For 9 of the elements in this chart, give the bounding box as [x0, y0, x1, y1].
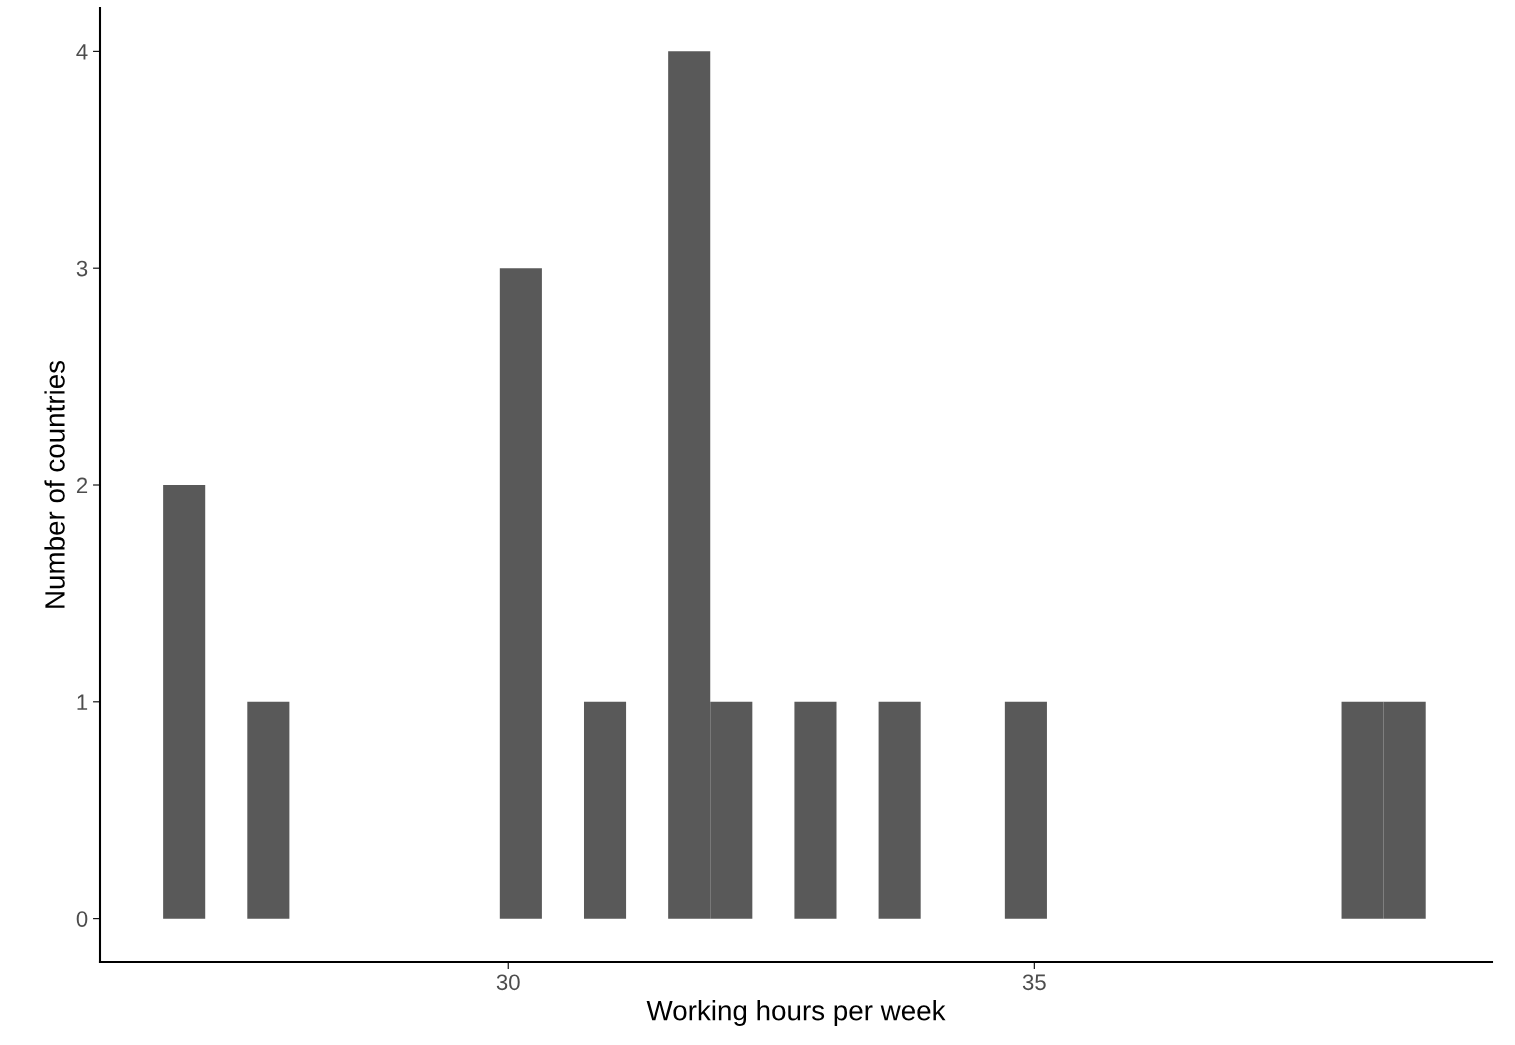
y-tick-label: 3	[76, 260, 88, 277]
y-tick-label: 4	[76, 44, 88, 60]
x-axis-title: Working hours per week	[646, 1000, 946, 1026]
y-tick-label: 2	[76, 477, 88, 494]
y-tick-label: 0	[76, 911, 88, 927]
y-tick-label: 1	[77, 694, 88, 710]
x-tick-label: 30	[496, 974, 520, 991]
x-tick-label: 35	[1022, 974, 1046, 991]
y-axis-title: Number of countries	[44, 360, 65, 608]
